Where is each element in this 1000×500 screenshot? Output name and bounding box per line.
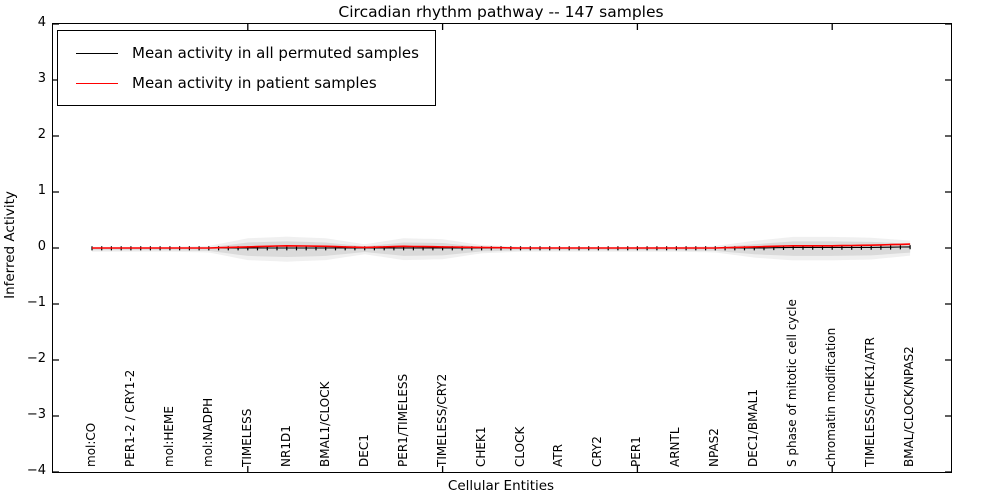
chart-title: Circadian rhythm pathway -- 147 samples bbox=[338, 3, 664, 21]
legend-line-sample-black bbox=[76, 52, 118, 54]
x-category-label: TIMELESS bbox=[239, 408, 254, 467]
x-category-label: mol:CO bbox=[83, 422, 98, 467]
x-category-label: PER1/TIMELESS bbox=[395, 373, 410, 467]
y-tick-label: −4 bbox=[26, 463, 46, 478]
x-category-label: PER1 bbox=[629, 436, 644, 467]
y-tick-label: 1 bbox=[37, 183, 46, 198]
x-category-label: S phase of mitotic cell cycle bbox=[785, 299, 800, 467]
legend-box: Mean activity in all permuted samples Me… bbox=[57, 30, 436, 106]
y-tick-label: 0 bbox=[37, 239, 46, 254]
y-tick-label: 2 bbox=[37, 127, 46, 142]
x-category-label: ARNTL bbox=[668, 427, 683, 467]
x-category-label: TIMELESS/CRY2 bbox=[434, 373, 449, 467]
axis-tick-marks bbox=[53, 24, 951, 472]
x-category-label: mol:NADPH bbox=[200, 397, 215, 467]
legend-entry-patient: Mean activity in patient samples bbox=[68, 68, 419, 98]
x-category-label: BMAL1/CLOCK bbox=[317, 381, 332, 468]
x-category-label: TIMELESS/CHEK1/ATR bbox=[863, 337, 878, 467]
x-category-label: PER1-2 / CRY1-2 bbox=[122, 369, 137, 467]
x-category-label: CLOCK bbox=[512, 426, 527, 467]
legend-entry-permuted: Mean activity in all permuted samples bbox=[68, 38, 419, 68]
y-tick-label: −1 bbox=[26, 295, 46, 310]
plot-canvas bbox=[53, 24, 951, 472]
x-category-label: ATR bbox=[551, 444, 566, 467]
x-category-label: NPAS2 bbox=[707, 428, 722, 467]
x-category-label: DEC1/BMAL1 bbox=[746, 389, 761, 467]
x-category-label: CRY2 bbox=[590, 436, 605, 467]
x-category-label: BMAL/CLOCK/NPAS2 bbox=[902, 346, 917, 467]
legend-line-sample-red bbox=[76, 82, 118, 84]
y-tick-label: 4 bbox=[37, 15, 46, 30]
y-tick-label: −2 bbox=[26, 351, 46, 366]
x-category-label: DEC1 bbox=[356, 434, 371, 467]
legend-label: Mean activity in all permuted samples bbox=[132, 44, 419, 62]
y-tick-label: 3 bbox=[37, 71, 46, 86]
legend-label: Mean activity in patient samples bbox=[132, 74, 377, 92]
x-category-label: NR1D1 bbox=[278, 425, 293, 467]
patient-mean-line bbox=[92, 243, 911, 249]
x-category-label: CHEK1 bbox=[473, 426, 488, 468]
x-category-label: mol:HEME bbox=[161, 406, 176, 467]
x-axis-label: Cellular Entities bbox=[447, 478, 555, 494]
y-tick-label: −3 bbox=[26, 407, 46, 422]
x-category-label: chromatin modification bbox=[824, 327, 839, 467]
